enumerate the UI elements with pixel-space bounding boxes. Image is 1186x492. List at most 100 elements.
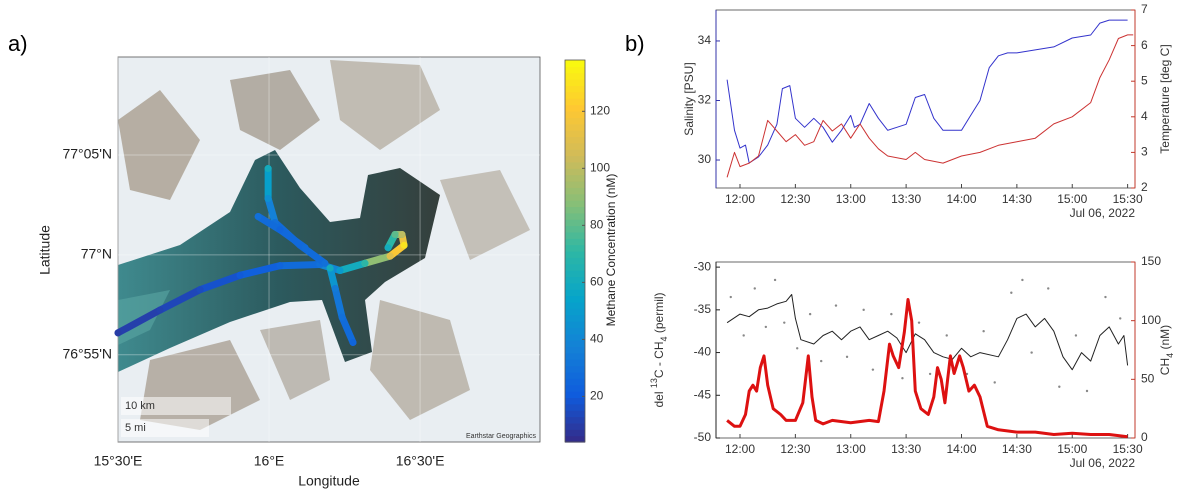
- y-tick-label: -40: [694, 345, 712, 359]
- data-point: [820, 359, 823, 363]
- colorbar-cell: [565, 365, 585, 373]
- y-axis-label: Latitude: [37, 225, 53, 275]
- data-point: [1021, 278, 1024, 282]
- x-tick-label: 13:30: [891, 442, 921, 456]
- axis-label: CH4 (nM): [1158, 325, 1175, 375]
- colorbar-cell: [565, 130, 585, 137]
- track-point: [398, 231, 406, 239]
- track-point: [391, 231, 399, 239]
- y-tick-label: 34: [698, 33, 712, 47]
- colorbar-cell: [565, 110, 585, 118]
- series-line: [726, 34, 1134, 178]
- y2-tick-label: 5: [1141, 73, 1148, 87]
- y2-axis-label: Temperature [deg C]: [1158, 44, 1172, 153]
- data-point: [742, 334, 745, 337]
- colorbar-cell: [565, 72, 585, 80]
- x-sublabel: Jul 06, 2022: [1070, 456, 1136, 470]
- y2-tick-label: 4: [1141, 109, 1148, 123]
- colorbar-cell: [565, 403, 585, 411]
- x-tick-label: 12:00: [725, 442, 755, 456]
- y2-tick-label: 2: [1141, 180, 1148, 194]
- colorbar-cell: [565, 98, 585, 106]
- data-point: [917, 321, 921, 324]
- data-point: [845, 355, 849, 359]
- data-point: [871, 368, 875, 371]
- colorbar-cell: [565, 238, 585, 246]
- track-point: [331, 284, 339, 292]
- x-tick-label: 13:30: [891, 192, 921, 206]
- colorbar-tick-label: 100: [590, 161, 610, 175]
- colorbar-tick-label: 20: [590, 389, 604, 403]
- track-point: [400, 241, 408, 249]
- colorbar-cell: [565, 180, 585, 188]
- colorbar-cell: [565, 352, 585, 360]
- colorbar-cell: [565, 410, 585, 418]
- track-point: [336, 266, 344, 274]
- data-point: [993, 381, 996, 384]
- data-point: [982, 330, 985, 333]
- x-tick-label: 15:30: [1113, 442, 1143, 456]
- colorbar-cell: [565, 257, 585, 265]
- colorbar-label: Methane Concentration (nM): [604, 174, 618, 327]
- data-point: [783, 321, 786, 324]
- track-segment: [331, 284, 346, 321]
- colorbar-cell: [565, 193, 585, 201]
- colorbar-cell: [565, 391, 585, 399]
- colorbar-cell: [565, 308, 585, 316]
- data-point: [764, 325, 768, 329]
- track-point: [196, 286, 204, 294]
- colorbar-cell: [565, 200, 585, 208]
- track-segment: [336, 259, 369, 274]
- track-segment: [276, 260, 324, 270]
- colorbar-cell: [565, 422, 585, 430]
- y-tick-label: 77°05'N: [62, 146, 112, 162]
- data-point: [1085, 389, 1089, 393]
- colorbar-cell: [565, 212, 585, 220]
- colorbar-cell: [565, 435, 585, 443]
- colorbar-cell: [565, 149, 585, 157]
- colorbar-cell: [565, 225, 585, 233]
- y2-tick-label: 3: [1141, 145, 1148, 159]
- y-tick-label: -50: [694, 430, 712, 444]
- axis-label: del 13C - CH4 (permil): [649, 292, 669, 407]
- track-segment: [264, 195, 279, 227]
- panel-label: b): [625, 31, 645, 56]
- track-point: [114, 329, 122, 337]
- panel-label: a): [8, 31, 28, 56]
- colorbar-cell: [565, 123, 585, 131]
- colorbar-cell: [565, 429, 585, 437]
- axes-frame: [715, 9, 1136, 189]
- colorbar-cell: [565, 371, 585, 379]
- track-point: [338, 313, 346, 321]
- y-axis-label: Salinity [PSU]: [682, 62, 696, 135]
- data-point: [862, 308, 865, 312]
- x-tick-label: 12:30: [780, 442, 810, 456]
- x-tick-label: 13:00: [836, 192, 866, 206]
- series-line: [726, 298, 1128, 439]
- x-tick-label: 15:30: [1113, 192, 1143, 206]
- x-tick-label: 14:30: [1002, 192, 1032, 206]
- label-part: (nM): [1158, 325, 1172, 353]
- scale-bar: [121, 419, 209, 437]
- colorbar-cell: [565, 136, 585, 144]
- colorbar-cell: [565, 397, 585, 405]
- track-point: [301, 244, 309, 252]
- y2-tick-label: 100: [1141, 313, 1161, 327]
- track-point: [386, 252, 394, 260]
- colorbar-cell: [565, 66, 585, 74]
- colorbar-cell: [565, 168, 585, 176]
- label-part: 4: [1165, 353, 1175, 358]
- data-point: [1030, 351, 1033, 354]
- x-tick-label: 14:00: [946, 442, 976, 456]
- data-point: [1058, 385, 1061, 388]
- colorbar-cell: [565, 321, 585, 328]
- x-tick-label: 16°E: [254, 453, 285, 469]
- scale-bar: [121, 397, 231, 415]
- map-background: [118, 57, 540, 442]
- colorbar-cell: [565, 161, 585, 169]
- series-line: [726, 294, 1129, 371]
- colorbar-cell: [565, 340, 585, 348]
- colorbar-cell: [565, 174, 585, 182]
- x-tick-label: 15:00: [1057, 192, 1087, 206]
